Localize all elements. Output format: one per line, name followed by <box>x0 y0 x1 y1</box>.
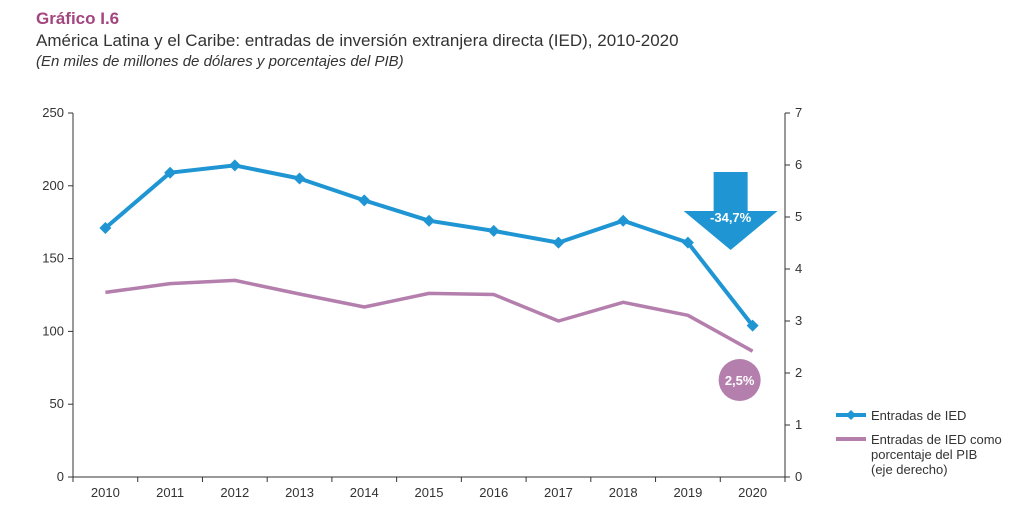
data-point-ied <box>99 222 112 235</box>
data-point-ied <box>358 194 371 207</box>
y-right-tick-label: 3 <box>795 313 802 328</box>
y-right-tick-label: 0 <box>795 469 802 484</box>
y-left-tick-label: 200 <box>42 178 64 193</box>
data-point-ied <box>617 214 630 227</box>
legend-label-ied: Entradas de IED <box>871 408 966 423</box>
x-tick-label: 2014 <box>350 485 379 500</box>
data-point-ied <box>164 166 177 179</box>
chart-title: América Latina y el Caribe: entradas de … <box>36 31 679 50</box>
x-tick-label: 2010 <box>91 485 120 500</box>
y-left-tick-label: 0 <box>57 469 64 484</box>
legend-label-ied-gdp-line3: (eje derecho) <box>871 462 948 477</box>
y-right-tick-label: 2 <box>795 365 802 380</box>
y-left-tick-label: 150 <box>42 251 64 266</box>
x-tick-label: 2019 <box>673 485 702 500</box>
y-right-tick-label: 4 <box>795 261 802 276</box>
decrease-arrow-shape <box>683 172 778 250</box>
data-point-ied <box>487 224 500 237</box>
chart-header: Gráfico I.6 América Latina y el Caribe: … <box>36 8 679 72</box>
x-tick-label: 2013 <box>285 485 314 500</box>
data-point-ied <box>293 172 306 185</box>
y-right-tick-label: 1 <box>795 417 802 432</box>
data-point-ied <box>228 159 241 172</box>
data-point-ied <box>552 236 565 249</box>
gdp-share-label: 2,5% <box>725 373 755 388</box>
x-tick-label: 2016 <box>479 485 508 500</box>
x-tick-label: 2015 <box>415 485 444 500</box>
data-point-ied <box>746 319 759 332</box>
figure-label: Gráfico I.6 <box>36 9 120 28</box>
x-tick-label: 2020 <box>738 485 767 500</box>
x-tick-label: 2018 <box>609 485 638 500</box>
legend-marker-ied <box>846 410 856 420</box>
decrease-arrow-label: -34,7% <box>710 210 752 225</box>
x-tick-label: 2012 <box>220 485 249 500</box>
y-right-tick-label: 6 <box>795 157 802 172</box>
data-point-ied <box>423 214 435 227</box>
data-point-ied <box>681 236 694 249</box>
series-line-ied <box>104 163 755 327</box>
gdp-share-circle <box>718 359 761 401</box>
series-line-ied-gdp <box>105 278 754 353</box>
series-layer <box>99 159 759 353</box>
legend-label-ied-gdp-line2: porcentaje del PIB <box>871 447 977 462</box>
legend-label-ied-gdp-line1: Entradas de IED como <box>871 432 1002 447</box>
legend: Entradas de IED Entradas de IED como por… <box>836 408 1002 477</box>
x-tick-label: 2011 <box>156 485 184 500</box>
y-left-tick-label: 250 <box>42 105 64 120</box>
annotations: -34,7% 2,5% <box>683 172 778 401</box>
chart-axes: 0 50 100 150 200 250 0 1 2 3 4 5 6 7 2010 2011 2012 2013 2… <box>42 105 802 500</box>
y-left-tick-label: 100 <box>42 323 64 338</box>
x-tick-label: 2017 <box>544 485 573 500</box>
chart-subtitle: (En miles de millones de dólares y porce… <box>36 53 404 70</box>
y-right-tick-label: 5 <box>795 209 802 224</box>
y-right-tick-label: 7 <box>795 105 802 120</box>
y-left-tick-label: 50 <box>50 396 64 411</box>
